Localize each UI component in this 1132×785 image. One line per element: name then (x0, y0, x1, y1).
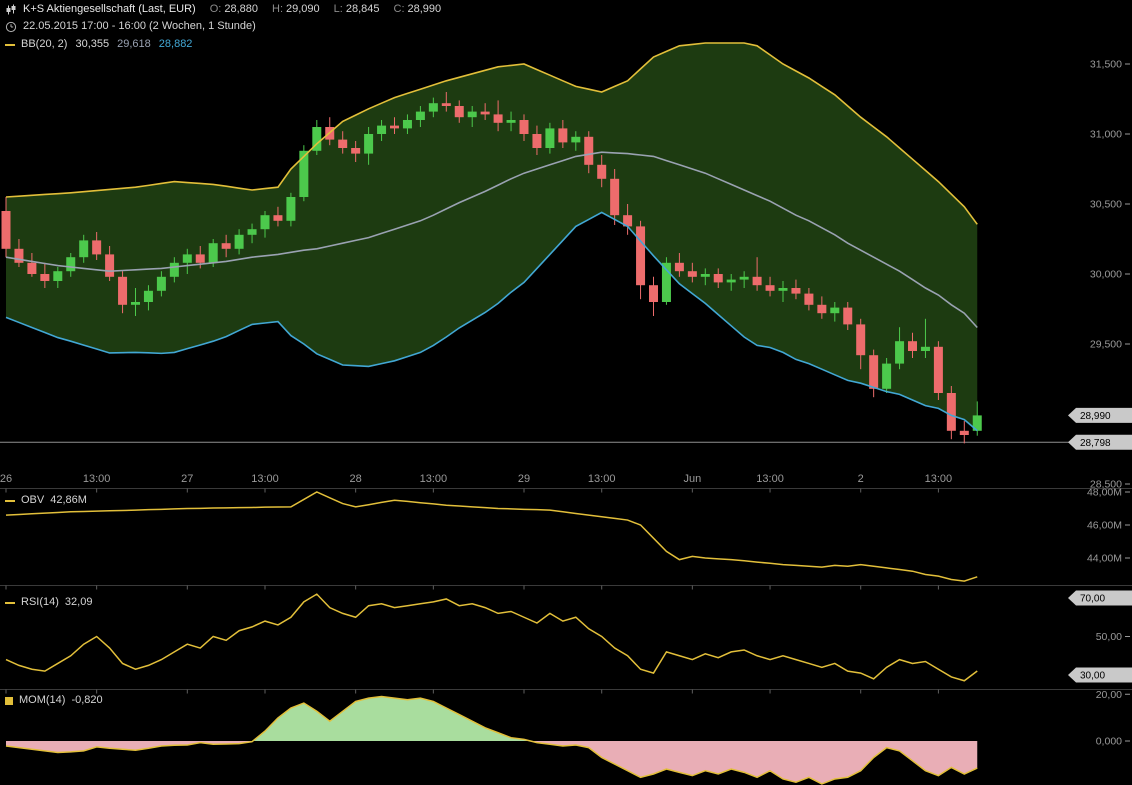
price-axis-label: 28,500 (1090, 479, 1122, 491)
rsi-value: 32,09 (64, 596, 93, 608)
price-tag-label: 28,990 (1080, 411, 1111, 422)
price-axis-label: 30,500 (1090, 199, 1122, 211)
rsi-swatch (5, 601, 15, 604)
price-tag (1068, 667, 1132, 683)
ohlc-high: H: 29,090 (272, 3, 320, 15)
mom-legend: MOM(14) -0,820 (5, 694, 103, 707)
ohlc-open: O: 28,880 (209, 3, 258, 15)
bb-swatch (5, 43, 15, 46)
time-axis-label: Jun (683, 473, 701, 485)
bollinger-lower-line (5, 211, 978, 432)
obv-line (5, 491, 978, 582)
price-tag (1068, 434, 1132, 450)
obv-axis-label: 46,00M (1087, 520, 1122, 532)
candlestick-chart-icon (5, 4, 17, 16)
time-axis-label: 13:00 (83, 473, 111, 485)
candles (1, 92, 982, 444)
mom-pane[interactable]: 0,000 (5, 695, 1130, 785)
obv-axis-label: 48,00M (1087, 487, 1122, 499)
rsi-legend: RSI(14) 32,09 (5, 596, 92, 609)
bb-middle-value: 29,618 (117, 38, 151, 50)
mom-line (5, 695, 978, 785)
rsi-name: RSI(14) (21, 596, 59, 608)
time-axis-label: 27 (181, 473, 193, 485)
bb-upper-value: 30,355 (75, 38, 110, 50)
rsi-axis-label: 20,00 (1096, 689, 1122, 701)
mom-value: -0,820 (71, 694, 103, 706)
rsi-axis-label: 50,00 (1096, 631, 1122, 643)
time-axis-label: 13:00 (925, 473, 953, 485)
obv-swatch (5, 499, 15, 502)
mom-positive-area (6, 696, 978, 741)
price-axis-label: 31,500 (1090, 59, 1122, 71)
price-tag-label: 28,798 (1080, 438, 1111, 449)
time-axis-label: 28 (350, 473, 362, 485)
instrument-title: K+S Aktiengesellschaft (Last, EUR) (23, 3, 196, 15)
ohlc-close: C: 28,990 (393, 3, 442, 15)
instrument-header: K+S Aktiengesellschaft (Last, EUR) O: 28,… (5, 3, 441, 16)
price-tag (1068, 590, 1132, 606)
time-axis-label: 29 (518, 473, 530, 485)
rsi-pane[interactable]: 70,00 50,00 30,00 20,00 (5, 590, 1132, 701)
price-tag (1068, 407, 1132, 423)
time-axis-label: 13:00 (756, 473, 784, 485)
mom-axis-label: 0,000 (1096, 736, 1122, 748)
time-axis-label: 13:00 (588, 473, 616, 485)
obv-name: OBV (21, 494, 45, 506)
obv-value: 42,86M (50, 494, 87, 506)
bollinger-middle-line (5, 151, 978, 329)
period-header: 22.05.2015 17:00 - 16:00 (2 Wochen, 1 St… (5, 20, 256, 33)
mom-swatch (5, 696, 13, 705)
price-axis-label: 29,500 (1090, 339, 1122, 351)
time-axis-label: 13:00 (420, 473, 448, 485)
clock-icon (5, 21, 17, 33)
rsi-line (5, 593, 978, 682)
price-axis-label: 30,000 (1090, 269, 1122, 281)
bollinger-band-fill (6, 43, 978, 431)
bb-name: BB(20, 2) (21, 38, 68, 50)
obv-legend: OBV 42,86M (5, 494, 87, 507)
time-axis-label: 26 (0, 473, 12, 485)
mom-name: MOM(14) (19, 694, 66, 706)
bb-legend: BB(20, 2) 30,355 29,618 28,882 (5, 38, 192, 51)
obv-axis-label: 44,00M (1087, 553, 1122, 565)
ohlc-low: L: 28,845 (333, 3, 380, 15)
price-tag-label: 30,00 (1080, 671, 1105, 682)
mom-negative-area (6, 741, 978, 784)
time-axis-label: 13:00 (251, 473, 279, 485)
bb-lower-value: 28,882 (158, 38, 193, 50)
period-text: 22.05.2015 17:00 - 16:00 (2 Wochen, 1 St… (23, 20, 256, 32)
time-axis-label: 2 (858, 473, 864, 485)
bollinger-upper-line (5, 42, 978, 225)
obv-pane[interactable]: 48,00M 46,00M 44,00M (5, 487, 1130, 582)
price-tag-label: 70,00 (1080, 594, 1105, 605)
price-pane[interactable]: 31,500 31,000 30,500 30,000 29,500 28,500 28,9… (0, 42, 1132, 491)
price-axis-label: 31,000 (1090, 129, 1122, 141)
